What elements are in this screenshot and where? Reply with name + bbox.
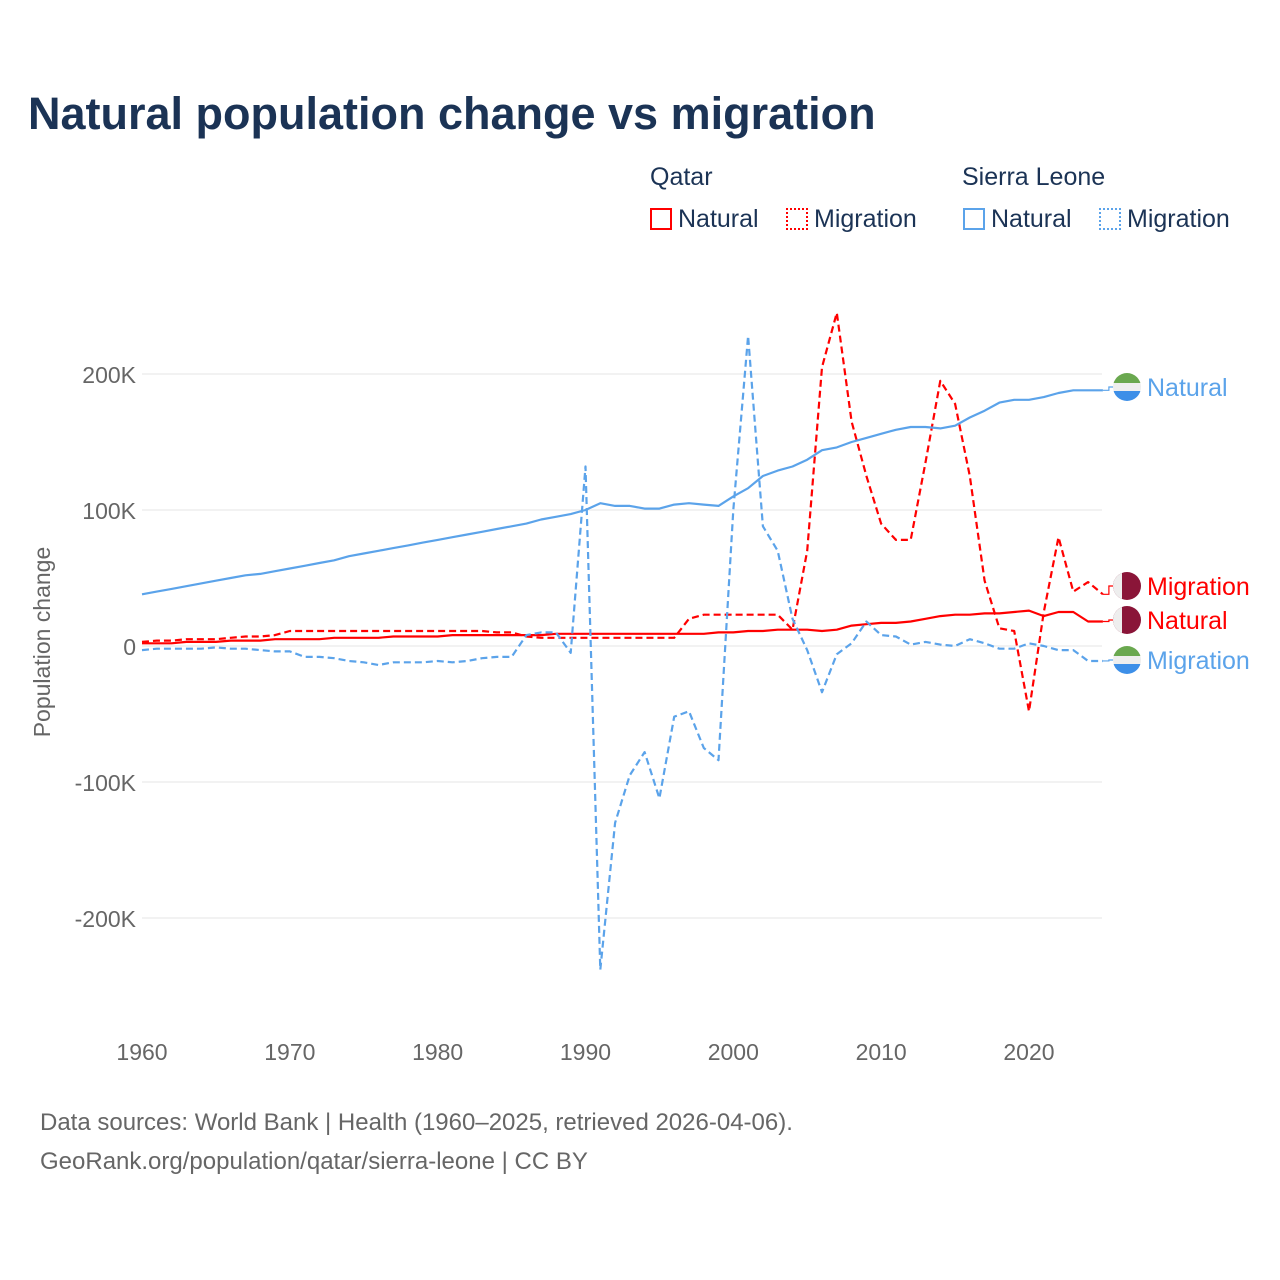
x-tick-label: 2020: [1003, 1039, 1054, 1065]
flag-blue: [1113, 391, 1141, 401]
qatar-flag-icon: [1113, 572, 1141, 600]
legend-sierra-leone-migration[interactable]: Migration: [1099, 205, 1230, 234]
series-line-qatar-natural: [142, 609, 1103, 645]
x-tick-label: 1970: [264, 1039, 315, 1065]
x-tick-label: 1980: [412, 1039, 463, 1065]
flag-white: [1113, 383, 1141, 391]
y-tick-label: 100K: [82, 498, 136, 524]
legend-label: Migration: [1127, 205, 1230, 233]
legend-label: Natural: [991, 205, 1072, 233]
end-label: Migration: [1147, 573, 1250, 601]
series-line-sierra-leone-natural: [141, 389, 1103, 596]
chart-title: Natural population change vs migration: [28, 88, 876, 139]
label-connector: [1102, 585, 1115, 595]
legend-label: Migration: [814, 205, 917, 233]
y-tick-label: -100K: [75, 770, 137, 796]
flag-white: [1113, 656, 1141, 664]
legend-qatar-natural[interactable]: Natural: [650, 205, 759, 234]
flag-blue: [1113, 664, 1141, 674]
label-connector: [1102, 659, 1115, 662]
x-tick-label: 2010: [856, 1039, 907, 1065]
label-connector: [1102, 619, 1115, 623]
end-label: Natural: [1147, 374, 1228, 402]
y-tick-label: 200K: [82, 362, 136, 388]
flag-green: [1113, 646, 1141, 656]
x-tick-label: 2000: [708, 1039, 759, 1065]
sierra-leone-flag-icon: [1113, 373, 1141, 401]
y-tick-label: 0: [123, 634, 136, 660]
legend-sierra-leone-natural[interactable]: Natural: [963, 205, 1072, 234]
legend-group-qatar: Qatar: [650, 163, 713, 191]
qatar-flag-icon: [1113, 606, 1141, 634]
legend-group-sierra-leone: Sierra Leone: [962, 163, 1106, 191]
end-label: Natural: [1147, 607, 1228, 635]
legend-swatch-dotted: [786, 208, 808, 230]
x-tick-label: 1960: [116, 1039, 167, 1065]
legend-swatch-solid: [650, 208, 672, 230]
series-line-sierra-leone-migration: [141, 334, 1103, 971]
legend-label: Natural: [678, 205, 759, 233]
flag-green: [1113, 373, 1141, 383]
legend-qatar-migration[interactable]: Migration: [786, 205, 917, 234]
legend-swatch-dotted: [1099, 208, 1121, 230]
flag-white: [1113, 572, 1122, 600]
footer-link[interactable]: GeoRank.org/population/qatar/sierra-leon…: [40, 1148, 588, 1175]
flag-white: [1113, 606, 1122, 634]
legend-swatch-solid: [963, 208, 985, 230]
y-tick-label: -200K: [75, 906, 137, 932]
x-tick-label: 1990: [560, 1039, 611, 1065]
y-axis-label: Population change: [29, 547, 55, 738]
series-line-qatar-migration: [141, 311, 1104, 713]
label-connector: [1102, 386, 1115, 391]
sierra-leone-flag-icon: [1113, 646, 1141, 674]
footer-sources: Data sources: World Bank | Health (1960–…: [40, 1109, 793, 1136]
end-label: Migration: [1147, 647, 1250, 675]
